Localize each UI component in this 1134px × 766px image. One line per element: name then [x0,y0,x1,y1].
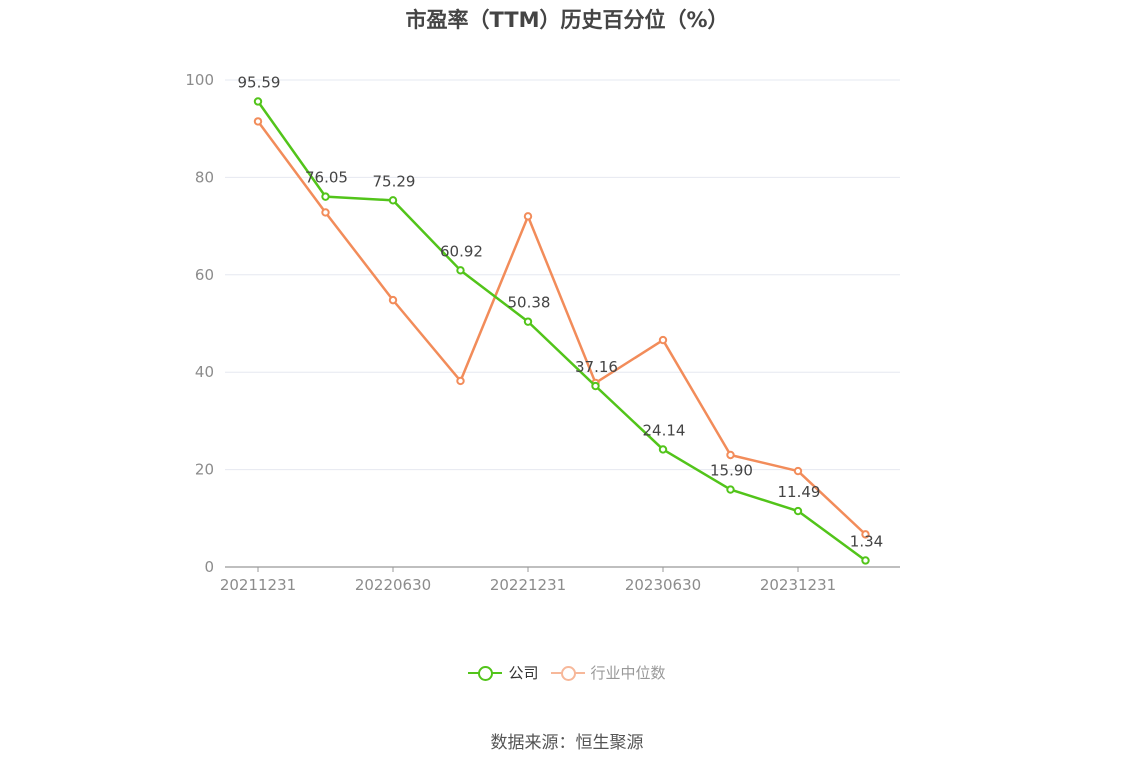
y-tick-label: 100 [185,71,214,89]
series-line-company [256,100,867,562]
x-tick-label: 20220630 [355,576,431,594]
data-label-company: 60.92 [440,242,483,260]
data-point-company [321,192,330,201]
x-tick-label: 20221231 [490,576,566,594]
data-point-company [523,317,533,326]
data-point-company [861,556,870,565]
legend: 公司 行业中位数 [0,662,1134,683]
data-label-company: 1.34 [850,532,883,550]
data-point-industry [456,376,465,386]
y-tick-label: 0 [204,558,214,576]
data-point-company [591,381,600,391]
data-point-company [456,266,465,275]
data-point-company [388,196,398,205]
data-label-company: 50.38 [508,294,551,312]
data-point-industry [861,530,870,539]
data-point-industry [658,335,668,345]
x-tick-label: 20230630 [625,576,701,594]
legend-label-company: 公司 [508,664,539,682]
data-point-industry [726,450,735,460]
data-point-industry [321,208,330,217]
data-point-company [793,506,803,516]
data-labels: 95.59 76.05 75.29 60.92 50.38 37.16 24.14 15.90… [238,73,884,550]
data-point-industry [523,212,533,221]
y-tick-label: 60 [195,266,214,284]
data-label-company: 76.05 [305,169,348,187]
y-tick-label: 20 [195,461,214,479]
data-label-company: 15.90 [710,462,753,480]
data-point-industry [793,466,803,476]
data-point-industry [388,295,398,305]
x-tick-label: 20231231 [760,576,836,594]
axes: 0 20 40 60 80 100 20211231 20220630 20221231 2023… [185,71,900,594]
data-label-company: 37.16 [575,358,618,376]
legend-marker-industry [550,665,585,681]
data-point-company [658,445,668,454]
data-label-company: 95.59 [238,73,281,91]
y-tick-label: 80 [195,168,214,186]
legend-item-company[interactable]: 公司 [468,662,539,683]
data-label-company: 24.14 [643,421,686,439]
legend-label-industry: 行业中位数 [590,664,666,682]
data-point-company [726,485,735,494]
series [253,97,870,565]
data-source-note: 数据来源：恒生聚源 [490,733,644,753]
grid-lines [225,79,900,471]
legend-item-industry[interactable]: 行业中位数 [550,662,666,683]
data-label-company: 75.29 [373,172,416,190]
series-line-industry [256,120,867,536]
y-tick-label: 40 [195,363,214,381]
chart-title: 市盈率（TTM）历史百分位（%） [405,8,729,32]
data-point-company [253,97,263,106]
data-label-company: 11.49 [778,483,821,501]
legend-marker-company [468,665,503,681]
x-tick-label: 20211231 [220,576,296,594]
data-point-industry [253,117,263,126]
